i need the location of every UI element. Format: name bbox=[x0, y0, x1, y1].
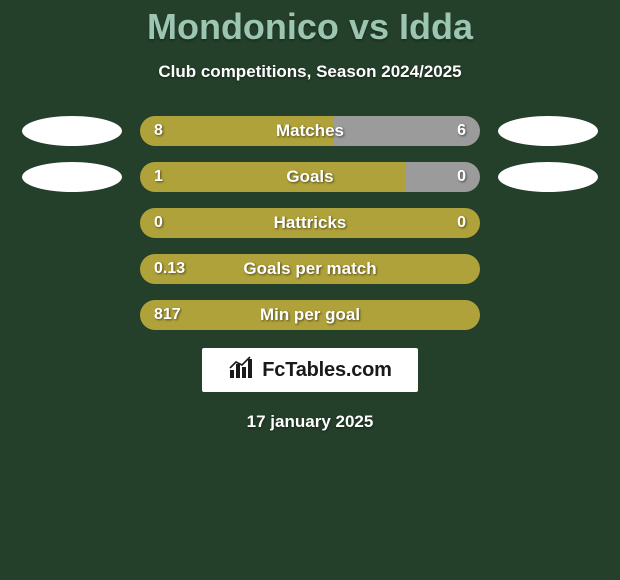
page-title: Mondonico vs Idda bbox=[0, 0, 620, 48]
player2-name: Idda bbox=[399, 6, 473, 47]
stat-row: 0.13Goals per match bbox=[0, 254, 620, 284]
bar-full bbox=[140, 208, 480, 238]
stat-bar: 86Matches bbox=[140, 116, 480, 146]
stat-row: 10Goals bbox=[0, 162, 620, 192]
oval-spacer bbox=[498, 208, 598, 238]
oval-spacer bbox=[498, 300, 598, 330]
player1-oval bbox=[22, 162, 122, 192]
bar-left bbox=[140, 116, 334, 146]
subtitle: Club competitions, Season 2024/2025 bbox=[0, 62, 620, 82]
bar-right bbox=[334, 116, 480, 146]
oval-spacer bbox=[498, 254, 598, 284]
stat-row: 817Min per goal bbox=[0, 300, 620, 330]
logo-text: FcTables.com bbox=[262, 359, 392, 382]
bar-full bbox=[140, 300, 480, 330]
stat-bar: 10Goals bbox=[140, 162, 480, 192]
bar-chart-icon bbox=[228, 356, 256, 385]
bar-left bbox=[140, 162, 405, 192]
title-vs: vs bbox=[349, 6, 389, 47]
stat-bar: 00Hattricks bbox=[140, 208, 480, 238]
player2-oval bbox=[498, 116, 598, 146]
stat-bar: 817Min per goal bbox=[140, 300, 480, 330]
player1-name: Mondonico bbox=[147, 6, 339, 47]
page: Mondonico vs Idda Club competitions, Sea… bbox=[0, 0, 620, 580]
footer-date: 17 january 2025 bbox=[0, 412, 620, 432]
oval-spacer bbox=[22, 300, 122, 330]
player1-oval bbox=[22, 116, 122, 146]
stats-chart: 86Matches 10Goals 00Hattricks 0.13Goals per… bbox=[0, 116, 620, 330]
stat-row: 86Matches bbox=[0, 116, 620, 146]
stat-row: 00Hattricks bbox=[0, 208, 620, 238]
player2-oval bbox=[498, 162, 598, 192]
oval-spacer bbox=[22, 254, 122, 284]
bar-right bbox=[405, 162, 480, 192]
bar-full bbox=[140, 254, 480, 284]
logo-box[interactable]: FcTables.com bbox=[202, 348, 418, 392]
stat-bar: 0.13Goals per match bbox=[140, 254, 480, 284]
oval-spacer bbox=[22, 208, 122, 238]
